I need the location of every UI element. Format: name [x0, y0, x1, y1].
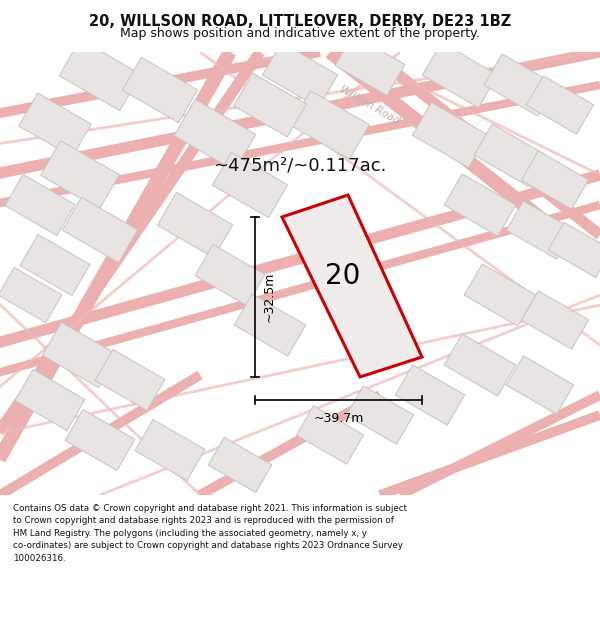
Polygon shape — [412, 102, 488, 168]
Polygon shape — [548, 222, 600, 278]
Polygon shape — [282, 195, 422, 377]
Text: Willson Road: Willson Road — [338, 84, 401, 126]
Text: ~32.5m: ~32.5m — [263, 272, 276, 322]
Polygon shape — [335, 34, 405, 96]
Polygon shape — [208, 438, 272, 493]
Polygon shape — [5, 174, 75, 236]
Polygon shape — [62, 198, 137, 262]
Text: Map shows position and indicative extent of the property.: Map shows position and indicative extent… — [120, 28, 480, 41]
Polygon shape — [464, 264, 536, 326]
Polygon shape — [444, 334, 516, 396]
Polygon shape — [212, 152, 287, 218]
Polygon shape — [19, 93, 91, 157]
Polygon shape — [65, 409, 135, 471]
Polygon shape — [521, 291, 589, 349]
Polygon shape — [95, 349, 165, 411]
Polygon shape — [395, 365, 465, 425]
Polygon shape — [59, 39, 141, 111]
Polygon shape — [41, 141, 119, 209]
Text: ~475m²/~0.117ac.: ~475m²/~0.117ac. — [214, 156, 386, 174]
Polygon shape — [43, 322, 118, 388]
Text: 20: 20 — [325, 262, 361, 291]
Polygon shape — [262, 42, 338, 107]
Polygon shape — [234, 294, 306, 356]
Polygon shape — [296, 406, 364, 464]
Text: ~39.7m: ~39.7m — [313, 412, 364, 425]
Polygon shape — [484, 54, 556, 116]
Polygon shape — [526, 76, 593, 134]
Polygon shape — [444, 174, 516, 236]
Polygon shape — [0, 268, 62, 322]
Text: Contains OS data © Crown copyright and database right 2021. This information is : Contains OS data © Crown copyright and d… — [13, 504, 407, 562]
Polygon shape — [15, 369, 85, 431]
Polygon shape — [233, 73, 307, 137]
Polygon shape — [290, 91, 370, 159]
Polygon shape — [506, 201, 574, 259]
Polygon shape — [195, 244, 265, 306]
Polygon shape — [157, 192, 233, 258]
Polygon shape — [506, 356, 574, 414]
Polygon shape — [135, 419, 205, 481]
Polygon shape — [20, 234, 90, 296]
Polygon shape — [422, 42, 497, 107]
Text: 20, WILLSON ROAD, LITTLEOVER, DERBY, DE23 1BZ: 20, WILLSON ROAD, LITTLEOVER, DERBY, DE2… — [89, 14, 511, 29]
Polygon shape — [474, 124, 546, 186]
Polygon shape — [174, 99, 256, 171]
Polygon shape — [346, 386, 413, 444]
Polygon shape — [521, 151, 589, 209]
Polygon shape — [122, 58, 197, 122]
